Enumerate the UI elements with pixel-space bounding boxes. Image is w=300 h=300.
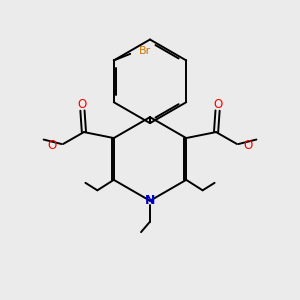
Text: O: O bbox=[78, 98, 87, 110]
Text: Br: Br bbox=[139, 46, 152, 56]
Text: O: O bbox=[244, 139, 253, 152]
Text: O: O bbox=[213, 98, 222, 110]
Text: N: N bbox=[145, 194, 155, 207]
Text: O: O bbox=[47, 139, 56, 152]
